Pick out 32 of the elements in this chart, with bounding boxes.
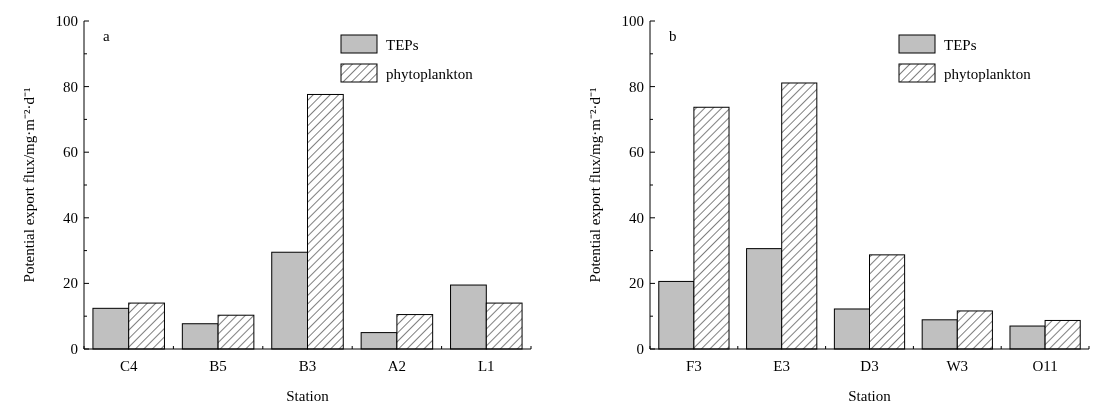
y-tick-label: 80 [63,78,78,95]
legend-label: TEPs [386,37,419,53]
x-axis-title: Station [286,388,330,404]
y-tick-label: 80 [629,78,644,95]
x-tick-label: W3 [946,358,969,374]
y-tick-label: 20 [63,275,78,292]
y-axis-title: Potential export flux/mg·m⁻²·d⁻¹ [21,87,37,283]
y-tick-label: 20 [629,275,644,292]
x-tick-label: E3 [773,358,791,374]
legend-label: phytoplankton [944,66,1032,82]
x-axis-title: Station [848,388,892,404]
annotation: b [669,28,677,44]
y-tick-label: 100 [55,13,78,29]
y-tick-label: 60 [63,144,78,161]
legend-label: phytoplankton [386,66,474,82]
y-tick-label: 0 [636,341,644,357]
x-tick-label: F3 [685,358,702,374]
y-axis-title: Potential export flux/mg·m⁻²·d⁻¹ [587,87,603,283]
y-tick-label: 100 [621,13,644,29]
annotation: a [103,28,110,44]
x-tick-label: B3 [298,358,317,374]
y-tick-label: 40 [63,209,78,226]
y-tick-label: 0 [70,341,78,357]
y-tick-label: 40 [629,209,644,226]
y-tick-label: 60 [629,144,644,161]
x-tick-label: O11 [1032,358,1058,374]
x-tick-label: L1 [477,358,495,374]
x-tick-label: A2 [387,358,407,374]
legend-label: TEPs [944,37,977,53]
x-tick-label: D3 [860,358,879,374]
x-tick-label: C4 [119,358,138,374]
x-tick-label: B5 [209,358,227,374]
